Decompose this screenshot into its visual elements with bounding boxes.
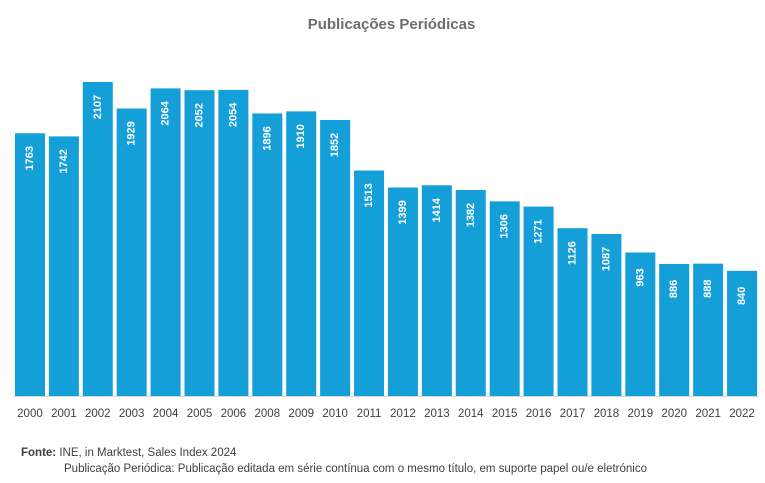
bar-2019	[625, 252, 656, 396]
bar-2002	[82, 82, 113, 396]
definition-note: Publicação Periódica: Publicação editada…	[64, 463, 647, 475]
bar-2018	[591, 234, 622, 396]
x-tick-label-2016: 2016	[526, 408, 552, 420]
bar-2015	[489, 201, 520, 396]
bar-2000	[14, 133, 45, 396]
x-tick-label-2022: 2022	[729, 408, 755, 420]
source-note: Fonte: INE, in Marktest, Sales Index 202…	[21, 447, 236, 459]
x-tick-label-2014: 2014	[458, 408, 484, 420]
data-label-2013: 1414	[431, 197, 443, 222]
bar-2013	[421, 185, 452, 396]
bar-2017	[557, 228, 588, 396]
bar-2022	[727, 270, 758, 396]
data-label-2016: 1271	[533, 219, 545, 243]
x-tick-label-2011: 2011	[357, 408, 382, 420]
x-tick-label-2006: 2006	[221, 408, 247, 420]
data-label-2019: 963	[634, 268, 646, 286]
x-tick-label-2003: 2003	[119, 408, 145, 420]
bar-2005	[184, 90, 215, 397]
x-tick-label-2001: 2001	[51, 408, 77, 420]
data-label-2005: 2052	[194, 103, 206, 127]
bar-2008	[252, 113, 283, 397]
x-tick-label-2019: 2019	[628, 408, 654, 420]
data-label-2009: 1910	[295, 124, 307, 148]
x-tick-label-2000: 2000	[17, 408, 43, 420]
data-label-2004: 2064	[160, 100, 172, 125]
chart-title: Publicações Periódicas	[307, 16, 476, 33]
data-label-2002: 2107	[92, 95, 104, 119]
bar-2014	[455, 190, 486, 396]
x-tick-label-2018: 2018	[594, 408, 620, 420]
bar-2020	[659, 263, 690, 396]
x-tick-label-2017: 2017	[560, 408, 586, 420]
source-text: INE, in Marktest, Sales Index 2024	[56, 447, 237, 459]
source-label: Fonte:	[21, 447, 57, 459]
x-tick-label-2015: 2015	[492, 408, 518, 420]
data-label-2021: 888	[702, 279, 714, 297]
data-label-2015: 1306	[499, 214, 511, 238]
x-tick-label-2002: 2002	[85, 408, 111, 420]
data-label-2014: 1382	[465, 203, 477, 227]
data-label-2020: 886	[668, 280, 680, 298]
bar-2016	[523, 206, 554, 396]
bar-2012	[387, 187, 418, 396]
bar-2009	[286, 111, 317, 396]
data-label-2001: 1742	[58, 149, 70, 173]
data-label-2010: 1852	[329, 133, 341, 157]
bar-2004	[150, 88, 181, 396]
data-label-2018: 1087	[600, 247, 612, 271]
x-tick-label-2009: 2009	[288, 408, 314, 420]
x-tick-label-2010: 2010	[322, 408, 348, 420]
bar-2010	[320, 120, 351, 397]
x-tick-label-2013: 2013	[424, 408, 450, 420]
data-label-2000: 1763	[24, 146, 36, 170]
data-label-2003: 1929	[126, 121, 138, 145]
data-label-2011: 1513	[363, 183, 375, 207]
x-tick-label-2021: 2021	[695, 408, 721, 420]
data-label-2012: 1399	[397, 200, 409, 224]
x-tick-label-2005: 2005	[187, 408, 213, 420]
data-label-2006: 2054	[227, 102, 239, 127]
x-tick-label-2020: 2020	[661, 408, 687, 420]
bar-2006	[218, 89, 249, 396]
data-label-2008: 1896	[261, 126, 273, 150]
x-tick-label-2008: 2008	[255, 408, 281, 420]
x-tick-label-2004: 2004	[153, 408, 179, 420]
bar-2011	[354, 170, 385, 396]
data-label-2017: 1126	[567, 241, 579, 265]
bar-2003	[116, 108, 147, 396]
x-tick-label-2012: 2012	[390, 408, 416, 420]
data-label-2022: 840	[736, 287, 748, 305]
bar-2021	[693, 263, 724, 396]
bar-2001	[48, 136, 79, 396]
bar-chart: 1763 2000 1742 2001 2107 2002 1929 2003 2064 2004…	[13, 82, 759, 420]
